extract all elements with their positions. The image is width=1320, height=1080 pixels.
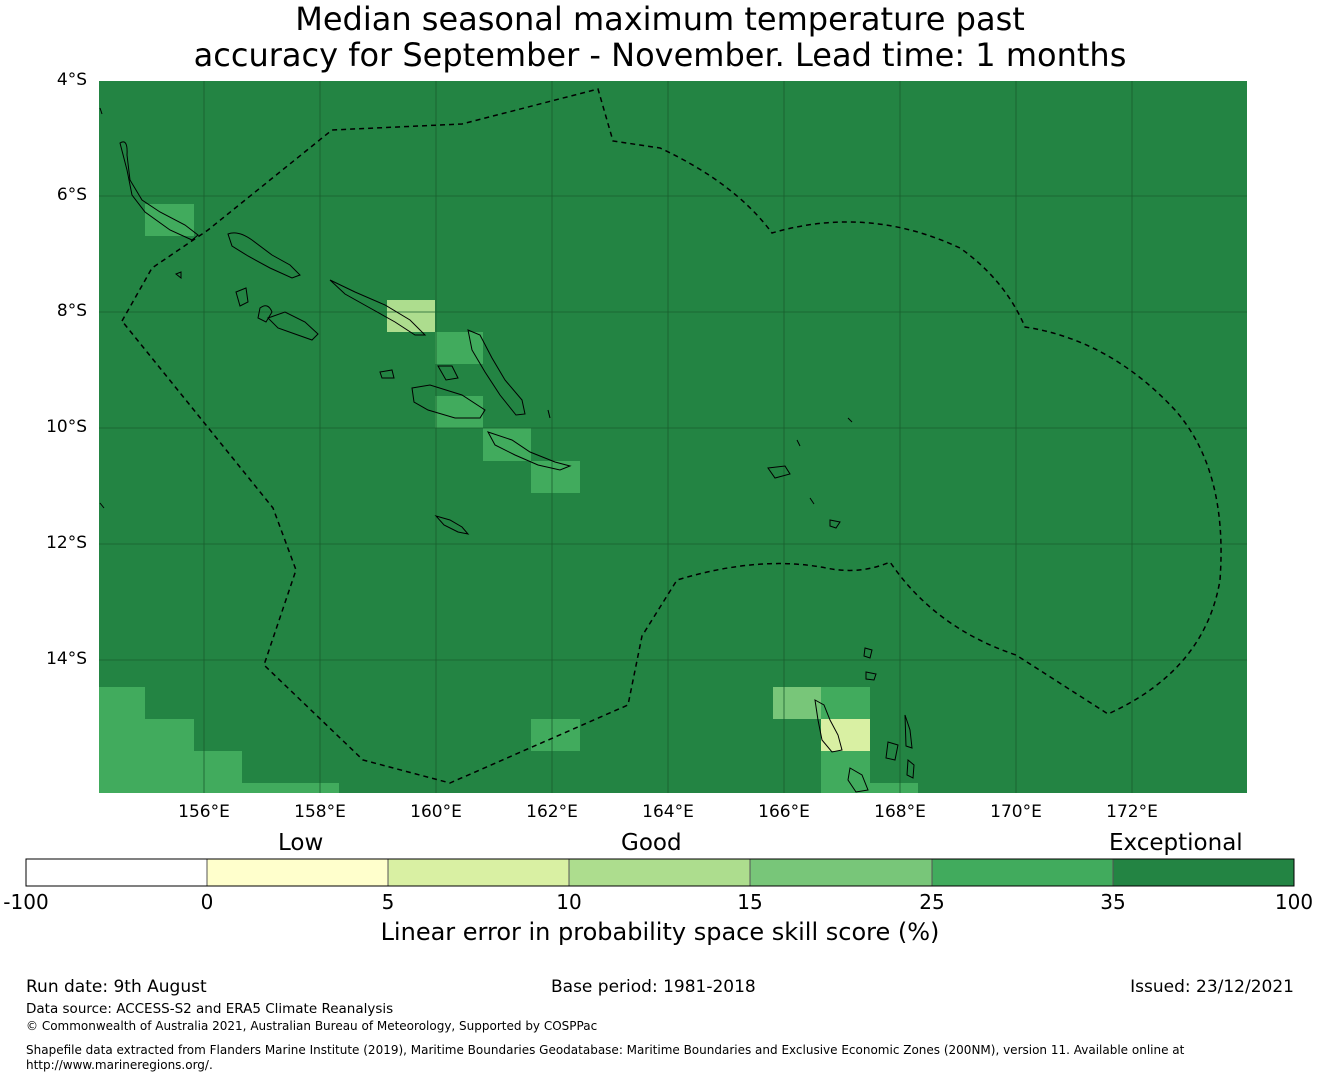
- data-source: Data source: ACCESS-S2 and ERA5 Climate …: [26, 1001, 394, 1017]
- island: [437, 365, 459, 381]
- colorbar-bin-10-15: [568, 858, 751, 887]
- skill-region: [99, 687, 339, 793]
- colorbar-label: Linear error in probability space skill …: [380, 918, 940, 946]
- island: [885, 741, 899, 761]
- skill-cell: [773, 687, 821, 719]
- lat-label-10s: 10°S: [46, 417, 87, 437]
- gridlines: [99, 81, 1247, 793]
- colorbar-bin-25-35: [931, 858, 1114, 887]
- colorbar-bin-35-100: [1112, 858, 1295, 887]
- island: [235, 287, 249, 307]
- colorbar-bin-0-5: [206, 858, 389, 887]
- colorbar-bin-15-25: [749, 858, 933, 887]
- colorbar-tick: 15: [737, 890, 763, 914]
- skill-cell: [531, 719, 580, 751]
- coastlines: [99, 107, 915, 793]
- colorbar-tick: 10: [556, 890, 582, 914]
- lon-label-170e: 170°E: [990, 802, 1042, 822]
- island: [906, 758, 915, 779]
- skill-cell: [145, 204, 194, 236]
- lon-label-158e: 158°E: [294, 802, 346, 822]
- island: [486, 431, 572, 471]
- island: [99, 502, 105, 509]
- island: [379, 369, 395, 379]
- island: [809, 497, 815, 505]
- shapefile-credit: Shapefile data extracted from Flanders M…: [26, 1043, 1185, 1057]
- skill-cell: [870, 783, 918, 793]
- island: [175, 271, 182, 280]
- lon-label-172e: 172°E: [1106, 802, 1158, 822]
- island: [767, 465, 791, 479]
- island: [847, 767, 869, 793]
- map-background: [99, 81, 1247, 793]
- island: [863, 647, 873, 659]
- issued-date: Issued: 23/12/2021: [1130, 977, 1294, 997]
- colorbar-heading-exceptional: Exceptional: [1109, 830, 1243, 856]
- island: [227, 232, 301, 279]
- title-line-2: accuracy for September - November. Lead …: [193, 36, 1127, 74]
- lat-label-14s: 14°S: [46, 649, 87, 669]
- island: [267, 311, 319, 341]
- island: [847, 417, 853, 423]
- island: [904, 714, 913, 749]
- colorbar-tick: 100: [1274, 890, 1314, 914]
- colorbar-tick: -100: [3, 890, 49, 914]
- lat-label-4s: 4°S: [56, 70, 87, 90]
- island: [99, 107, 103, 115]
- island: [547, 409, 551, 419]
- island: [796, 439, 801, 447]
- title-line-1: Median seasonal maximum temperature past: [295, 0, 1025, 38]
- base-period: Base period: 1981-2018: [551, 977, 756, 997]
- island: [257, 305, 273, 323]
- skill-cell: [821, 687, 870, 719]
- skill-cells: [99, 204, 918, 793]
- colorbar-tick: 35: [1100, 890, 1126, 914]
- eez-boundary: [121, 88, 1222, 784]
- lon-label-160e: 160°E: [410, 802, 462, 822]
- lon-label-156e: 156°E: [178, 802, 230, 822]
- lon-label-164e: 164°E: [642, 802, 694, 822]
- lat-label-8s: 8°S: [56, 301, 87, 321]
- lon-label-168e: 168°E: [874, 802, 926, 822]
- lat-label-6s: 6°S: [56, 185, 87, 205]
- island: [329, 279, 427, 336]
- colorbar-bin-lt0: [25, 858, 208, 887]
- skill-cell: [435, 396, 483, 428]
- colorbar-heading-good: Good: [621, 830, 682, 856]
- skill-cell: [821, 751, 870, 793]
- colorbar-heading-low: Low: [278, 830, 324, 856]
- run-date: Run date: 9th August: [26, 977, 207, 997]
- island: [119, 141, 199, 241]
- island: [467, 329, 526, 416]
- colorbar-tick: 25: [919, 890, 945, 914]
- colorbar-bin-5-10: [387, 858, 570, 887]
- colorbar: [25, 858, 1295, 887]
- skill-cell: [821, 719, 870, 751]
- island: [865, 671, 877, 681]
- colorbar-outline: [25, 858, 1295, 887]
- skill-cell: [387, 300, 435, 332]
- colorbar-tick: 5: [381, 890, 395, 914]
- shapefile-url: http://www.marineregions.org/.: [26, 1058, 213, 1072]
- island: [814, 699, 843, 753]
- colorbar-tick: 0: [200, 890, 214, 914]
- lon-label-162e: 162°E: [526, 802, 578, 822]
- lat-label-12s: 12°S: [46, 533, 87, 553]
- island: [829, 519, 841, 529]
- skill-cell: [531, 461, 580, 493]
- skill-cell: [435, 332, 483, 364]
- island: [434, 515, 470, 535]
- lon-label-166e: 166°E: [758, 802, 810, 822]
- island: [411, 384, 486, 419]
- copyright: © Commonwealth of Australia 2021, Austra…: [26, 1019, 598, 1033]
